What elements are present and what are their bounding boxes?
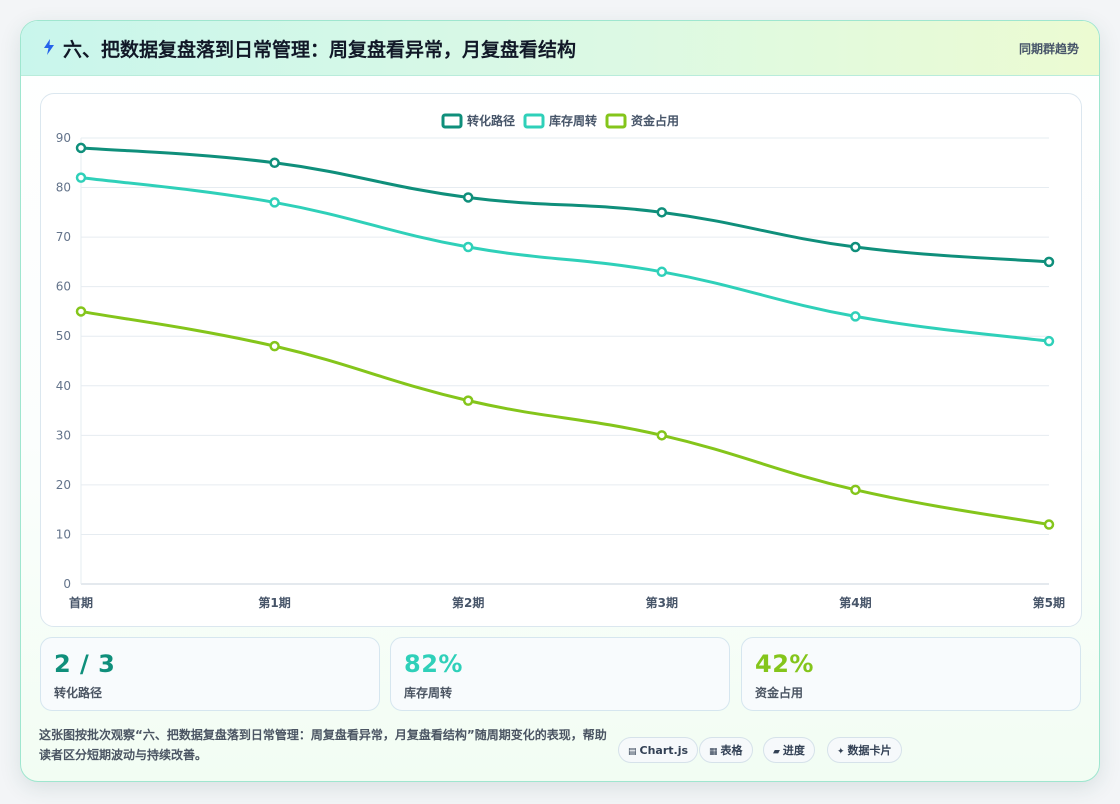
- y-tick-label: 40: [56, 379, 71, 393]
- progress-icon: ▰: [773, 747, 780, 757]
- card-header: 六、把数据复盘落到日常管理：周复盘看异常，月复盘看结构 同期群趋势: [21, 21, 1099, 76]
- legend-swatch: [441, 113, 463, 129]
- y-tick-label: 90: [56, 131, 71, 145]
- tag-data-card[interactable]: ✦ 数据卡片: [827, 737, 902, 763]
- data-point: [850, 484, 861, 496]
- cohort-trend-label: 同期群趋势: [1018, 42, 1079, 56]
- legend-label: 转化路径: [467, 113, 515, 128]
- tag-label: 数据卡片: [847, 744, 892, 757]
- data-point: [462, 192, 474, 203]
- series-line: [79, 176, 1051, 343]
- chart-description: 这张图按批次观察“六、把数据复盘落到日常管理：周复盘看异常，月复盘看结构”随周期…: [39, 728, 607, 762]
- data-point: [462, 241, 474, 253]
- stat-card-inventory: 82% 库存周转: [390, 637, 730, 711]
- y-tick-label: 10: [56, 527, 71, 541]
- data-point: [1043, 335, 1055, 347]
- stat-label: 转化路径: [54, 686, 103, 700]
- dashboard-card: 六、把数据复盘落到日常管理：周复盘看异常，月复盘看结构 同期群趋势 0 10 20 3…: [20, 20, 1100, 782]
- data-point: [1043, 519, 1055, 530]
- x-tick-label: 第3期: [646, 595, 678, 610]
- stat-label: 资金占用: [755, 686, 804, 700]
- data-point: [75, 306, 87, 317]
- chart-icon: ▤: [628, 747, 637, 757]
- data-point: [850, 241, 861, 253]
- data-point: [850, 311, 861, 322]
- y-tick-label: 60: [56, 280, 71, 294]
- stat-card-capital: 42% 资金占用: [741, 637, 1081, 711]
- tag-table[interactable]: ▦ 表格: [699, 737, 753, 763]
- data-point: [269, 157, 280, 169]
- data-point: [656, 207, 668, 218]
- x-tick-label: 第1期: [258, 595, 290, 610]
- sparkle-icon: ✦: [837, 747, 845, 757]
- lightning-icon: [44, 39, 54, 55]
- stat-value: 42%: [755, 650, 814, 678]
- data-point: [656, 266, 668, 278]
- legend-swatch: [605, 113, 627, 129]
- y-tick-label: 80: [56, 181, 71, 195]
- tag-label: 表格: [720, 744, 743, 757]
- page-title: 六、把数据复盘落到日常管理：周复盘看异常，月复盘看结构: [63, 39, 577, 61]
- tag-progress[interactable]: ▰ 进度: [763, 737, 815, 763]
- chart-panel: 0 10 20 30 40 50 60 70 80 90 首期 第1期 第2期 第3期 第4期 第5期 转化路径…: [40, 93, 1082, 627]
- line-chart: 0 10 20 30 40 50 60 70 80 90 首期 第1期 第2期 第3期 第4期 第5期 转化路径…: [56, 113, 1065, 610]
- legend-label: 库存周转: [549, 113, 597, 128]
- y-tick-label: 50: [56, 329, 71, 343]
- legend-swatch: [523, 113, 545, 129]
- data-point: [75, 142, 87, 154]
- y-tick-label: 30: [56, 428, 71, 442]
- x-tick-label: 第5期: [1033, 595, 1065, 610]
- table-icon: ▦: [709, 747, 718, 757]
- stat-value: 82%: [404, 650, 463, 678]
- legend-label: 资金占用: [631, 113, 679, 128]
- x-tick-label: 第4期: [839, 595, 871, 610]
- y-tick-label: 70: [56, 230, 71, 244]
- stat-value: 2 / 3: [54, 650, 116, 678]
- stat-label: 库存周转: [404, 686, 453, 700]
- data-point: [1043, 256, 1055, 268]
- y-tick-label: 20: [56, 478, 71, 492]
- tag-chartjs[interactable]: ▤ Chart.js: [618, 737, 699, 763]
- data-point: [269, 197, 280, 208]
- data-point: [462, 395, 474, 406]
- data-point: [656, 430, 668, 441]
- series-line: [79, 146, 1051, 264]
- data-point: [75, 172, 87, 183]
- data-point: [269, 340, 280, 352]
- series-line: [79, 309, 1051, 527]
- tag-label: Chart.js: [639, 744, 689, 757]
- y-tick-label: 0: [63, 577, 71, 591]
- x-tick-label: 首期: [69, 595, 93, 610]
- tag-label: 进度: [782, 744, 805, 757]
- stat-card-conversion: 2 / 3 转化路径: [40, 637, 380, 711]
- x-tick-label: 第2期: [452, 595, 484, 610]
